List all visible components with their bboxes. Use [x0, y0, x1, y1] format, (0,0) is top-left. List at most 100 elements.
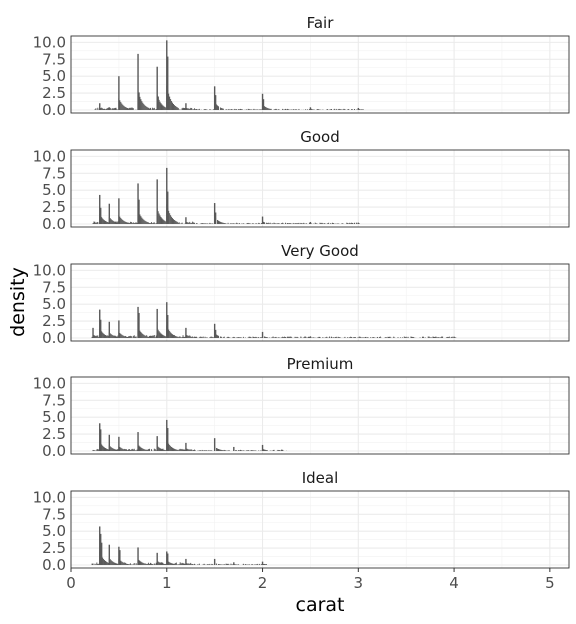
- histogram-bar: [158, 562, 160, 565]
- histogram-bar: [399, 337, 401, 338]
- histogram-bar: [111, 334, 113, 338]
- histogram-bar: [96, 562, 98, 565]
- histogram-bar: [292, 109, 294, 110]
- histogram-peak-bar: [156, 66, 158, 110]
- histogram-peak-bar: [167, 553, 169, 565]
- y-tick-label: 7.5: [42, 391, 66, 409]
- histogram-bar: [212, 223, 214, 224]
- histogram-bar: [219, 336, 221, 338]
- histogram-peak-bar: [280, 449, 283, 451]
- x-tick-label: 5: [545, 574, 555, 592]
- histogram-bar: [330, 336, 332, 338]
- histogram-bar: [330, 223, 332, 224]
- histogram-bar: [259, 223, 261, 224]
- histogram-bar: [127, 222, 129, 224]
- histogram-bar: [147, 563, 149, 565]
- histogram-bar: [147, 107, 149, 110]
- histogram-bar: [324, 223, 326, 224]
- histogram-bar: [112, 220, 114, 224]
- histogram-bar: [217, 564, 219, 565]
- histogram-bar: [277, 449, 279, 451]
- histogram-bar: [170, 99, 172, 110]
- histogram-bar: [326, 109, 328, 110]
- histogram-bar: [334, 337, 336, 338]
- histogram-bar: [113, 335, 115, 338]
- histogram-bar: [441, 336, 443, 338]
- histogram-bar: [139, 560, 141, 565]
- x-axis: 0 1 2 3 4 5: [66, 568, 555, 592]
- histogram-bar: [285, 108, 287, 110]
- histogram-bar: [447, 337, 449, 338]
- histogram-bar: [180, 449, 182, 451]
- histogram-bar: [344, 109, 346, 110]
- histogram-bar: [101, 107, 103, 110]
- histogram-bar: [170, 446, 172, 451]
- histogram-bar: [116, 222, 118, 224]
- histogram-bar: [278, 337, 280, 338]
- histogram-bar: [170, 215, 172, 224]
- histogram-bar: [445, 337, 447, 338]
- histogram-bar: [188, 108, 190, 110]
- histogram-bar: [303, 337, 305, 338]
- histogram-bar: [127, 449, 129, 451]
- histogram-bar: [172, 103, 174, 110]
- histogram-bar: [193, 109, 195, 110]
- histogram-bar: [220, 222, 222, 224]
- histogram-bar: [311, 109, 313, 110]
- histogram-peak-bar: [156, 552, 158, 565]
- histogram-bar: [390, 337, 392, 338]
- histogram-bar: [170, 332, 172, 338]
- histogram-bar: [315, 223, 317, 224]
- histogram-bar: [285, 109, 287, 110]
- histogram-bar: [171, 446, 173, 451]
- histogram-bar: [292, 222, 294, 224]
- facet-label: Very Good: [281, 242, 359, 260]
- histogram-bar: [322, 223, 324, 224]
- histogram-bar: [161, 104, 163, 110]
- histogram-bar: [189, 335, 191, 338]
- histogram-bar: [261, 337, 263, 338]
- y-tick-label: 2.5: [42, 312, 66, 330]
- histogram-bar: [204, 450, 206, 451]
- histogram-bar: [160, 216, 162, 224]
- histogram-bar: [217, 220, 219, 224]
- histogram-bar: [149, 223, 151, 224]
- histogram-bar: [264, 106, 266, 110]
- histogram-bar: [162, 105, 164, 110]
- panel-good: Good 0.02.55.07.510.0: [33, 128, 570, 233]
- histogram-bar: [119, 332, 121, 338]
- histogram-bar: [211, 563, 213, 565]
- histogram-bar: [351, 222, 353, 224]
- histogram-bar: [161, 218, 163, 224]
- histogram-bar: [253, 450, 255, 451]
- histogram-bar: [194, 336, 196, 338]
- histogram-bar: [97, 221, 99, 224]
- histogram-bar: [109, 333, 111, 338]
- histogram-bar: [123, 562, 125, 565]
- histogram-bar: [236, 450, 238, 451]
- histogram-bar: [296, 223, 298, 224]
- histogram-bar: [325, 337, 327, 338]
- histogram-bar: [140, 99, 142, 110]
- histogram-bar: [338, 108, 340, 110]
- histogram-bar: [112, 561, 114, 565]
- histogram-bar: [219, 564, 221, 565]
- histogram-bar: [353, 222, 355, 224]
- histogram-bar: [183, 337, 185, 338]
- histogram-bar: [142, 102, 144, 110]
- histogram-peak-bar: [261, 444, 264, 451]
- histogram-bar: [129, 221, 131, 224]
- histogram-peak-bar: [262, 99, 265, 110]
- histogram-bar: [184, 564, 186, 565]
- histogram-bar: [109, 107, 111, 110]
- histogram-bar: [308, 336, 310, 338]
- histogram-bar: [247, 108, 249, 110]
- histogram-peak-bar: [138, 312, 140, 338]
- histogram-bar: [294, 336, 296, 338]
- histogram-bar: [341, 223, 343, 224]
- histogram-bar: [269, 222, 271, 224]
- histogram-bar: [195, 223, 197, 224]
- histogram-bar: [385, 337, 387, 338]
- x-tick-label: 4: [449, 574, 459, 592]
- histogram-bar: [115, 107, 117, 110]
